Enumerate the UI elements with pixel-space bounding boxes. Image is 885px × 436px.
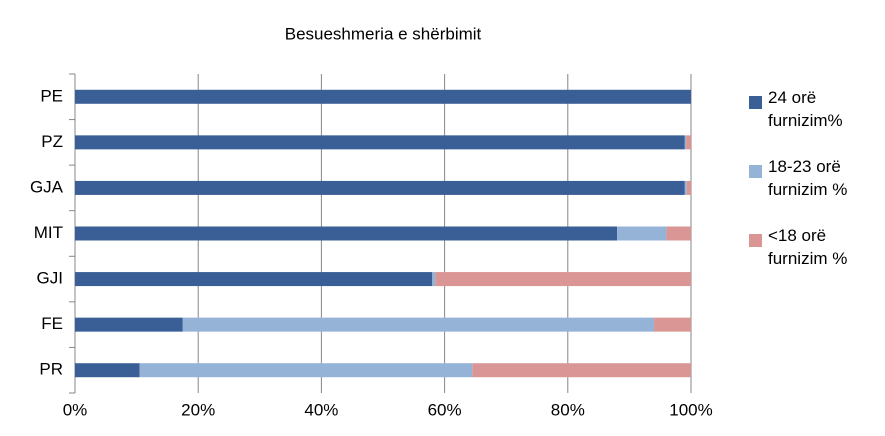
bar-segment bbox=[686, 180, 691, 195]
legend-label: 24 orë furnizim% bbox=[768, 88, 843, 130]
bar-segment bbox=[75, 180, 685, 195]
bar-segment bbox=[139, 363, 473, 378]
x-tick-label: 20% bbox=[181, 400, 215, 419]
bar-segment bbox=[686, 135, 691, 150]
bar-segment bbox=[435, 272, 691, 287]
y-tick-label: PZ bbox=[41, 132, 63, 151]
legend-swatch bbox=[749, 234, 762, 247]
legend-label: <18 orë furnizim % bbox=[768, 226, 848, 268]
bar-segment bbox=[75, 89, 691, 104]
bar-segment bbox=[432, 272, 436, 287]
y-tick-label: PE bbox=[40, 86, 63, 105]
legend-swatch bbox=[749, 165, 762, 178]
y-tick-label: GJA bbox=[30, 177, 64, 196]
y-tick-label: PR bbox=[39, 360, 63, 379]
bar-segment bbox=[75, 226, 618, 241]
y-tick-label: MIT bbox=[34, 223, 63, 242]
chart-title: Besueshmeria e shërbimit bbox=[285, 24, 482, 43]
bar-segment bbox=[75, 135, 685, 150]
legend-swatch bbox=[749, 96, 762, 109]
x-tick-label: 100% bbox=[669, 400, 712, 419]
bar-segment bbox=[75, 272, 433, 287]
bar-segment bbox=[75, 317, 183, 332]
bar-segment bbox=[182, 317, 655, 332]
x-tick-label: 60% bbox=[428, 400, 462, 419]
bar-segment bbox=[75, 363, 140, 378]
legend-label: 18-23 orë furnizim % bbox=[768, 157, 848, 199]
y-tick-label: FE bbox=[41, 314, 63, 333]
bar-segment bbox=[684, 180, 687, 195]
x-tick-label: 40% bbox=[304, 400, 338, 419]
y-tick-label: GJI bbox=[37, 269, 63, 288]
bar-segment bbox=[472, 363, 691, 378]
bar-segment bbox=[666, 226, 691, 241]
bar-segment bbox=[684, 135, 687, 150]
x-tick-label: 0% bbox=[63, 400, 88, 419]
bar-segment bbox=[617, 226, 667, 241]
x-tick-label: 80% bbox=[551, 400, 585, 419]
bar-segment bbox=[654, 317, 691, 332]
